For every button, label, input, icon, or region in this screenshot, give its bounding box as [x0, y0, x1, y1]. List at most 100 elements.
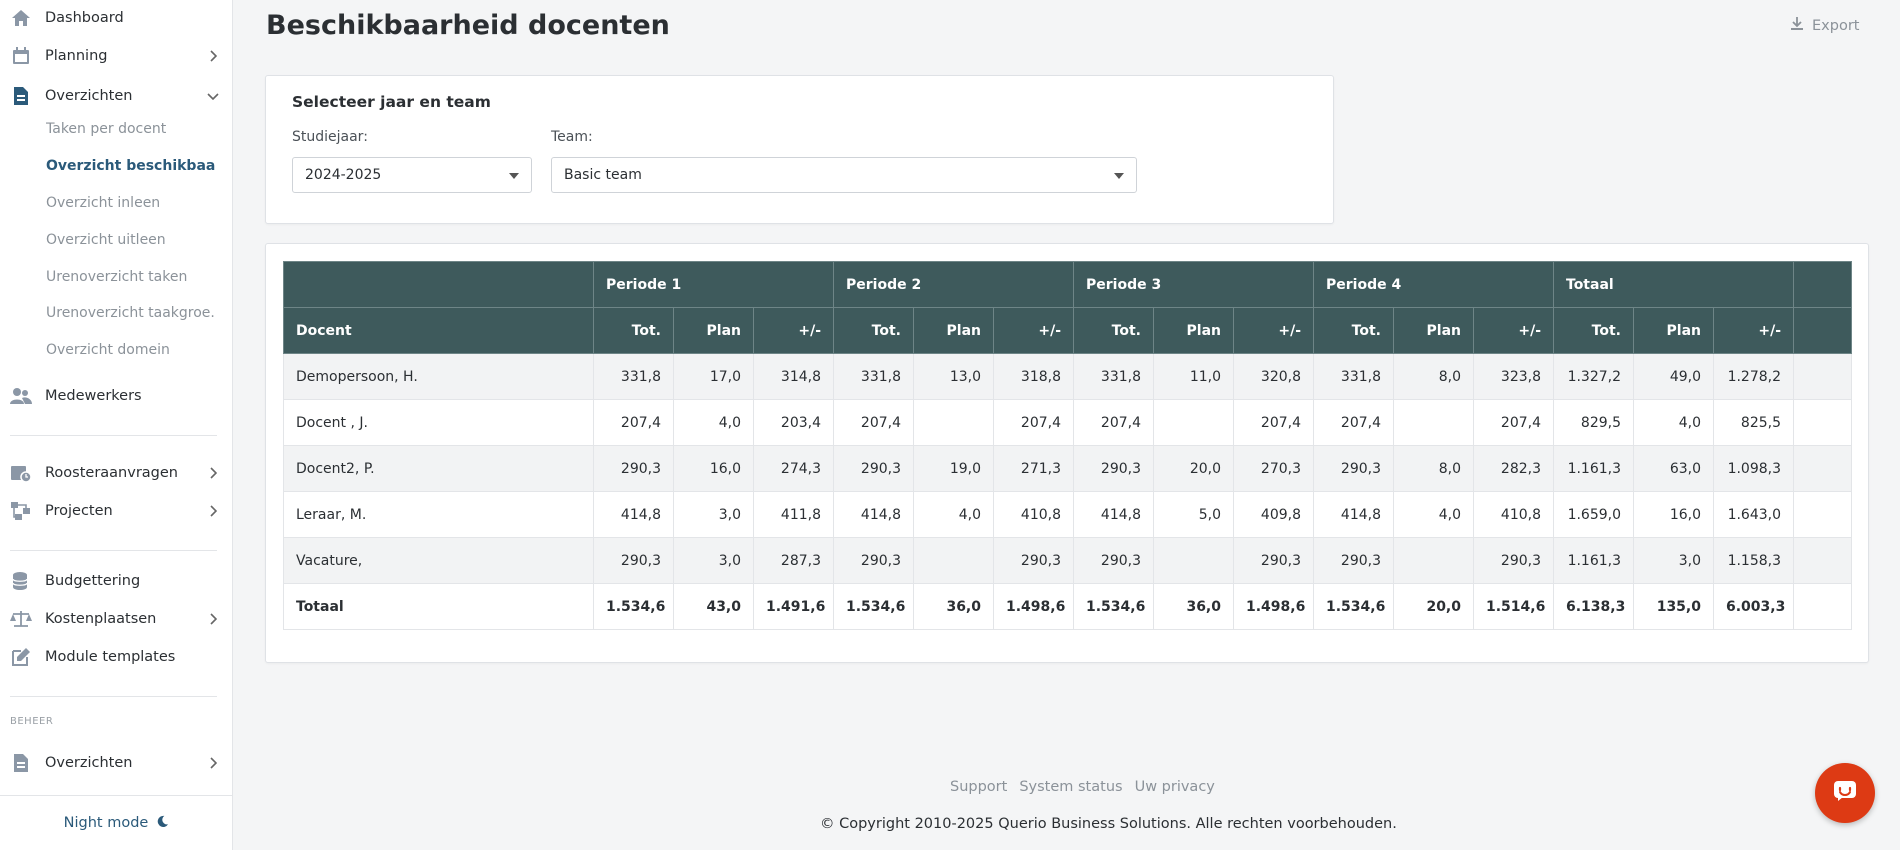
page-title: Beschikbaarheid docenten	[266, 10, 670, 41]
cell-value: 414,8	[1073, 491, 1154, 538]
sidebar-item-beheer-overzichten[interactable]: Overzichten	[0, 748, 233, 778]
cell-value: 290,3	[1073, 537, 1154, 584]
project-icon	[10, 500, 32, 522]
cell-value: 829,5	[1553, 399, 1634, 446]
column-header-diff[interactable]: +/-	[1473, 307, 1554, 354]
cell-value: 207,4	[993, 399, 1074, 446]
cell-value: 290,3	[833, 445, 914, 492]
sidebar-item-label: Roosteraanvragen	[45, 465, 178, 481]
cell-docent-name: Docent2, P.	[283, 445, 594, 492]
column-header-plan[interactable]: Plan	[1393, 307, 1474, 354]
cell-value: 274,3	[753, 445, 834, 492]
sidebar: Dashboard Planning Overzichten Taken per…	[0, 0, 233, 850]
cell-value: 1.491,6	[753, 583, 834, 630]
filter-card: Selecteer jaar en team Studiejaar: 2024-…	[265, 75, 1334, 224]
studiejaar-select[interactable]: 2024-2025	[292, 157, 532, 193]
dropdown-caret-icon	[1114, 173, 1124, 179]
cell-value: 1.098,3	[1713, 445, 1794, 492]
cell-value: 36,0	[1153, 583, 1234, 630]
cell-value: 318,8	[993, 353, 1074, 400]
filter-card-title: Selecteer jaar en team	[292, 93, 491, 111]
cell-value: 271,3	[993, 445, 1074, 492]
cell-value	[1153, 537, 1234, 584]
column-header-diff[interactable]: +/-	[1713, 307, 1794, 354]
footer-link-privacy[interactable]: Uw privacy	[1134, 779, 1215, 795]
column-header-plan[interactable]: Plan	[1153, 307, 1234, 354]
sidebar-item-medewerkers[interactable]: Medewerkers	[0, 381, 233, 411]
group-header-periode-2: Periode 2	[833, 261, 1074, 308]
sidebar-item-label: Overzichten	[45, 88, 133, 104]
chat-icon	[1833, 780, 1857, 806]
cell-value: 6.003,3	[1713, 583, 1794, 630]
column-header-tot[interactable]: Tot.	[1313, 307, 1394, 354]
cell-value: 1.161,3	[1553, 537, 1634, 584]
column-header-tot[interactable]: Tot.	[593, 307, 674, 354]
cell-docent-name: Vacature,	[283, 537, 594, 584]
column-header-plan[interactable]: Plan	[673, 307, 754, 354]
chat-button[interactable]	[1815, 763, 1875, 823]
sidebar-item-kostenplaatsen[interactable]: Kostenplaatsen	[0, 604, 233, 634]
column-header-plan[interactable]: Plan	[913, 307, 994, 354]
cell-value: 290,3	[1073, 445, 1154, 492]
sidebar-item-overzichten[interactable]: Overzichten	[0, 81, 233, 111]
column-header-plan[interactable]: Plan	[1633, 307, 1714, 354]
cell-value: 5,0	[1153, 491, 1234, 538]
subnav-overzicht-domein[interactable]: Overzicht domein	[46, 342, 170, 358]
sidebar-item-projecten[interactable]: Projecten	[0, 496, 233, 526]
sidebar-item-module-templates[interactable]: Module templates	[0, 642, 233, 672]
cell-value: 1.514,6	[1473, 583, 1554, 630]
subnav-overzicht-uitleen[interactable]: Overzicht uitleen	[46, 232, 166, 248]
dropdown-caret-icon	[509, 173, 519, 179]
subnav-taken-per-docent[interactable]: Taken per docent	[46, 121, 167, 137]
footer-link-system-status[interactable]: System status	[1019, 779, 1123, 795]
column-header-docent[interactable]: Docent	[283, 307, 594, 354]
sidebar-item-label: Budgettering	[45, 573, 141, 589]
sidebar-item-label: Kostenplaatsen	[45, 611, 157, 627]
cell-value: 6.138,3	[1553, 583, 1634, 630]
subnav-overzicht-inleen[interactable]: Overzicht inleen	[46, 195, 161, 211]
sidebar-divider	[10, 550, 217, 551]
cell-value: 1.659,0	[1553, 491, 1634, 538]
sidebar-item-budgettering[interactable]: Budgettering	[0, 566, 233, 596]
subnav-urenoverzicht-taakgroepen[interactable]: Urenoverzicht taakgroe...	[46, 305, 216, 321]
cell-value: 207,4	[593, 399, 674, 446]
cell-value: 207,4	[1233, 399, 1314, 446]
cell-empty	[1793, 353, 1852, 400]
cell-value: 1.534,6	[1313, 583, 1394, 630]
subnav-overzicht-beschikbaarheid[interactable]: Overzicht beschikbaarh...	[46, 158, 216, 174]
cell-value: 16,0	[673, 445, 754, 492]
sidebar-divider	[0, 795, 233, 796]
night-mode-toggle[interactable]: Night mode	[0, 808, 233, 838]
cell-value: 43,0	[673, 583, 754, 630]
column-header-diff[interactable]: +/-	[1233, 307, 1314, 354]
cell-value	[1153, 399, 1234, 446]
cell-value: 207,4	[1313, 399, 1394, 446]
column-header-diff[interactable]: +/-	[993, 307, 1074, 354]
cell-value: 290,3	[1313, 537, 1394, 584]
sidebar-item-label: Planning	[45, 48, 108, 64]
column-header-tot[interactable]: Tot.	[833, 307, 914, 354]
team-select[interactable]: Basic team	[551, 157, 1137, 193]
cell-value: 4,0	[1633, 399, 1714, 446]
copyright-text: © Copyright 2010-2025 Querio Business So…	[820, 816, 1397, 832]
column-header-tot[interactable]: Tot.	[1073, 307, 1154, 354]
subnav-urenoverzicht-taken[interactable]: Urenoverzicht taken	[46, 269, 188, 285]
cell-value: 411,8	[753, 491, 834, 538]
footer-link-support[interactable]: Support	[950, 779, 1008, 795]
sidebar-item-dashboard[interactable]: Dashboard	[0, 3, 233, 33]
column-header-tot[interactable]: Tot.	[1553, 307, 1634, 354]
cell-empty	[1793, 399, 1852, 446]
sidebar-section-label: BEHEER	[10, 716, 54, 727]
export-button[interactable]: Export	[1790, 16, 1859, 35]
cell-value: 314,8	[753, 353, 834, 400]
table-sub-header-row: Docent Tot. Plan +/- Tot. Plan +/- Tot. Plan +/-…	[283, 307, 1852, 354]
sidebar-item-roosteraanvragen[interactable]: Roosteraanvragen	[0, 458, 233, 488]
column-header-diff[interactable]: +/-	[753, 307, 834, 354]
sidebar-item-planning[interactable]: Planning	[0, 41, 233, 71]
table-row: Docent2, P. 290,3 16,0 274,3 290,3 19,0 271,3 2…	[283, 445, 1852, 492]
table-header-empty	[283, 261, 594, 308]
cell-value: 331,8	[1073, 353, 1154, 400]
cell-value: 410,8	[993, 491, 1074, 538]
table-total-row: Totaal 1.534,6 43,0 1.491,6 1.534,6 36,0 1.498…	[283, 583, 1852, 630]
chevron-down-icon	[207, 90, 219, 102]
